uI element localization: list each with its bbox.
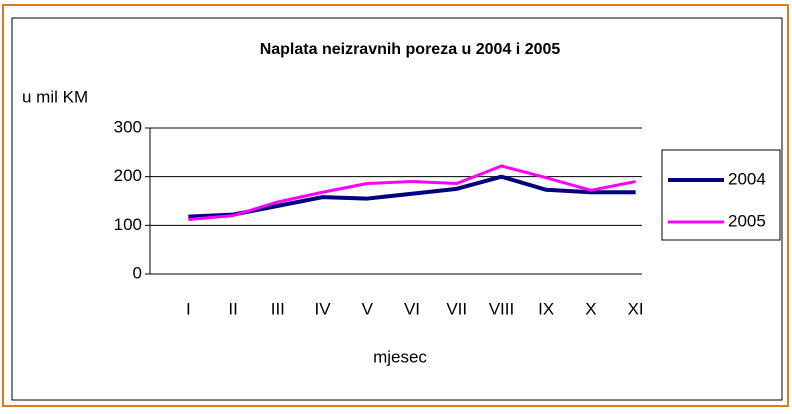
legend-box [661, 149, 781, 241]
x-tick-label: IV [315, 299, 332, 318]
x-tick-label: I [186, 299, 191, 318]
x-tick-label: VII [446, 299, 467, 318]
legend-label: 2005 [728, 211, 766, 230]
x-tick-label: II [228, 299, 237, 318]
series-line [188, 174, 636, 219]
x-tick-label: X [585, 299, 596, 318]
x-tick-label: IX [538, 299, 554, 318]
series-line [188, 164, 636, 221]
x-axis-title: mjesec [373, 347, 427, 366]
y-tick-label: 100 [114, 215, 142, 234]
y-axis-title: u mil KM [22, 87, 88, 106]
x-tick-label: VI [404, 299, 420, 318]
chart-area [11, 17, 783, 401]
y-tick-label: 200 [114, 166, 142, 185]
chart-title: Naplata neizravnih poreza u 2004 i 2005 [260, 41, 561, 58]
legend-label: 2004 [728, 169, 766, 188]
y-tick-label: 0 [133, 263, 142, 282]
x-tick-label: XI [628, 299, 644, 318]
x-tick-label: VIII [489, 299, 515, 318]
y-tick-label: 300 [114, 117, 142, 136]
x-tick-label: V [362, 299, 374, 318]
x-tick-label: III [271, 299, 285, 318]
